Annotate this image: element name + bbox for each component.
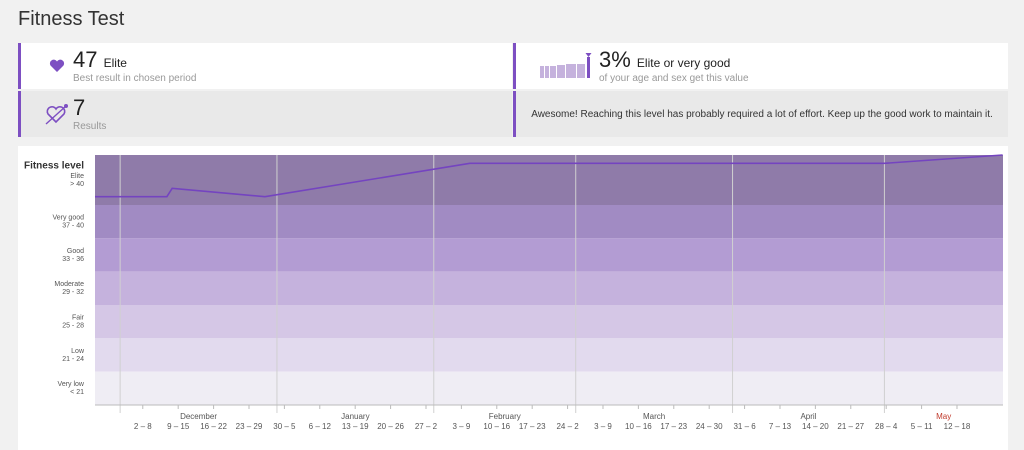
level-name: Fair [72, 315, 85, 322]
page-title: Fitness Test [18, 8, 125, 30]
month-label: February [489, 412, 521, 421]
best-value-line: 47 Elite [73, 47, 127, 73]
level-name: Elite [70, 173, 84, 180]
results-value: 7 [73, 95, 86, 120]
level-range: 33 - 36 [62, 256, 84, 263]
heart-icon [49, 59, 65, 72]
month-label: December [180, 412, 217, 421]
month-label: January [341, 412, 369, 421]
x-tick-label: 13 – 19 [342, 422, 369, 431]
month-label: May [936, 412, 951, 421]
x-tick-label: 2 – 8 [134, 422, 152, 431]
x-tick-label: 5 – 11 [911, 422, 933, 431]
message-card: Awesome! Reaching this level has probabl… [513, 91, 1008, 137]
x-tick-label: 10 – 16 [483, 422, 510, 431]
x-tick-label: 27 – 2 [415, 422, 438, 431]
level-range: 37 - 40 [62, 223, 84, 230]
level-band [95, 305, 1003, 339]
x-tick-label: 21 – 27 [837, 422, 864, 431]
level-name: Very low [58, 381, 85, 388]
message: Awesome! Reaching this level has probabl… [531, 109, 993, 120]
best-card: 47 Elite Best result in chosen period [18, 43, 512, 89]
share-card: 3% Elite or very good of your age and se… [513, 43, 1008, 89]
level-range: 29 - 32 [62, 289, 84, 296]
bars-icon [540, 53, 592, 78]
result-line [95, 154, 1003, 198]
share-text: Elite or very good [636, 56, 731, 70]
x-tick-label: 6 – 12 [309, 422, 332, 431]
month-label: March [643, 412, 665, 421]
best-caption: Best result in chosen period [73, 73, 197, 84]
x-tick-label: 3 – 9 [452, 422, 470, 431]
x-tick-label: 20 – 26 [377, 422, 404, 431]
x-tick-label: 7 – 13 [769, 422, 792, 431]
x-tick-label: 30 – 5 [273, 422, 296, 431]
x-tick-label: 31 – 6 [733, 422, 756, 431]
level-band [95, 155, 1003, 205]
x-tick-label: 10 – 16 [625, 422, 652, 431]
level-name: Moderate [54, 281, 84, 288]
level-band [95, 271, 1003, 305]
x-tick-label: 17 – 23 [660, 422, 687, 431]
month-label: April [800, 412, 816, 421]
share-caption: of your age and sex get this value [599, 73, 749, 84]
level-range: < 21 [70, 389, 84, 396]
level-name: Good [67, 248, 84, 255]
x-tick-label: 24 – 2 [556, 422, 579, 431]
results-caption: Results [73, 121, 107, 132]
level-range: 21 - 24 [62, 356, 84, 363]
x-tick-label: 28 – 4 [875, 422, 898, 431]
x-tick-label: 23 – 29 [236, 422, 263, 431]
level-band [95, 371, 1003, 405]
share-value: 3% [599, 47, 631, 72]
best-level: Elite [103, 56, 127, 70]
heart-arrow-icon [45, 104, 68, 125]
x-tick-label: 12 – 18 [944, 422, 971, 431]
level-band [95, 238, 1003, 272]
share-value-line: 3% Elite or very good [599, 47, 730, 73]
y-axis-title: Fitness level [24, 161, 84, 172]
x-tick-label: 24 – 30 [696, 422, 723, 431]
best-value: 47 [73, 47, 98, 72]
x-tick-label: 16 – 22 [200, 422, 227, 431]
x-tick-label: 14 – 20 [802, 422, 829, 431]
level-range: 25 - 28 [62, 323, 84, 330]
level-band [95, 338, 1003, 372]
level-name: Low [71, 348, 85, 355]
x-tick-label: 17 – 23 [519, 422, 546, 431]
x-tick-label: 9 – 15 [167, 422, 190, 431]
x-tick-label: 3 – 9 [594, 422, 612, 431]
level-range: > 40 [70, 181, 84, 188]
level-name: Very good [52, 215, 84, 222]
results-card: 7 Results [18, 91, 512, 137]
level-band [95, 205, 1003, 239]
